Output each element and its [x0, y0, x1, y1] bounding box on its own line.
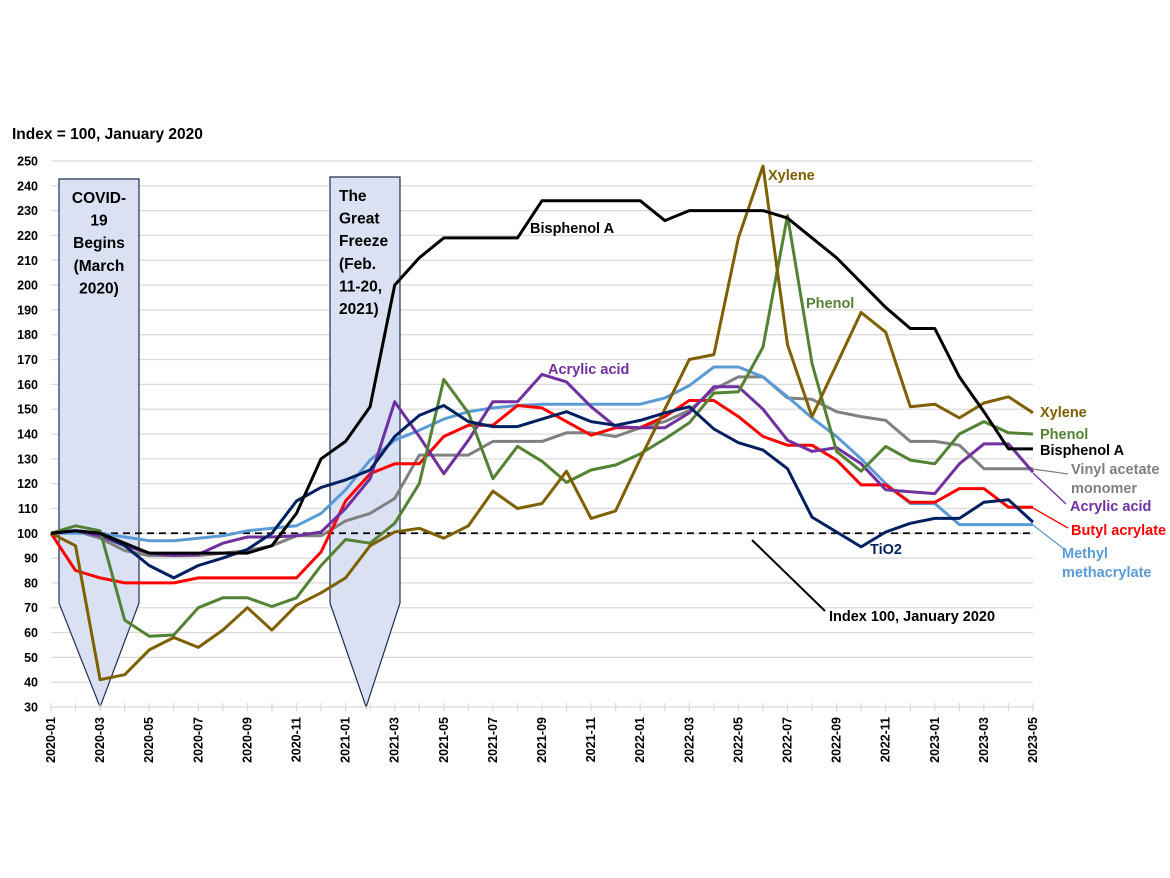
freeze-callout-text: 2021) [339, 301, 379, 318]
gridlines [51, 160, 1033, 683]
x-tick-label: 2022-03 [682, 717, 696, 763]
y-tick-label: 110 [18, 502, 38, 516]
series-line-phenol [50, 214, 1034, 638]
y-tick-label: 220 [17, 229, 38, 243]
end-label: Acrylic acid [1070, 499, 1151, 515]
y-tick-label: 180 [17, 328, 38, 342]
end-label: Vinyl acetate [1071, 462, 1159, 478]
x-tick-label: 2021-07 [486, 717, 500, 763]
x-axis: 2020-01 2020-03 2020-05 2020-07 2020-09 2020-… [44, 703, 1040, 763]
annotations: COVID- 19 Begins (March 2020) The Great Freeze (… [58, 176, 401, 709]
y-tick-label: 90 [24, 552, 38, 566]
covid-callout-text: COVID- [72, 190, 126, 207]
x-tick-label: 2021-09 [535, 717, 549, 763]
series-line-acrylic-acid [50, 372, 1035, 558]
y-tick-label: 40 [24, 676, 38, 690]
end-label: monomer [1071, 481, 1137, 497]
y-tick-label: 250 [17, 155, 38, 169]
y-tick-label: 130 [17, 452, 38, 466]
y-tick-label: 240 [17, 179, 38, 193]
end-label: Xylene [1040, 405, 1087, 421]
x-tick-label: 2021-05 [437, 717, 451, 763]
label-leader-line [1032, 524, 1065, 550]
series-labels: Bisphenol A Acrylic acid Xylene Phenol TiO2 X… [530, 168, 1166, 581]
x-tick-label: 2020-09 [240, 717, 254, 763]
y-axis: 30 40 50 60 70 80 90 100 110 120 130 140 150 160 170 18… [17, 155, 38, 715]
inline-label: Phenol [806, 296, 854, 312]
freeze-callout-text: (Feb. [339, 256, 376, 273]
x-tick-label: 2023-03 [977, 717, 991, 763]
x-tick-label: 2022-11 [879, 717, 893, 762]
inline-label: Bisphenol A [530, 221, 615, 237]
x-tick-label: 2022-09 [830, 717, 844, 763]
x-tick-label: 2021-11 [584, 717, 598, 762]
label-leader-line [1032, 468, 1069, 475]
y-tick-label: 230 [17, 204, 38, 218]
freeze-callout-text: Freeze [339, 233, 388, 250]
inline-label: Acrylic acid [548, 362, 629, 378]
y-tick-label: 200 [17, 279, 38, 293]
freeze-callout-text: 11-20, [339, 278, 382, 295]
y-tick-label: 60 [24, 626, 38, 640]
label-leader-line [1032, 472, 1067, 505]
series-line-bisphenol-a [50, 199, 1033, 555]
x-tick-label: 2020-05 [142, 717, 156, 763]
end-label: Methyl [1062, 546, 1108, 562]
inline-label: TiO2 [870, 542, 902, 558]
end-label: Bisphenol A [1040, 443, 1125, 459]
y-tick-label: 50 [24, 651, 38, 665]
x-tick-label: 2023-05 [1026, 717, 1040, 763]
freeze-callout-text: The [339, 188, 367, 205]
y-tick-label: 120 [17, 477, 38, 491]
x-tick-label: 2021-03 [388, 717, 402, 763]
y-tick-label: 210 [17, 254, 38, 268]
series-line-methyl-methacrylate [51, 365, 1033, 543]
x-tick-label: 2022-01 [633, 717, 647, 763]
inline-label: Xylene [768, 168, 815, 184]
reference-leader [751, 539, 826, 612]
y-tick-label: 30 [24, 701, 38, 715]
covid-callout-text: 2020) [79, 280, 119, 297]
label-leader-line [1032, 507, 1069, 529]
reference-label: Index 100, January 2020 [829, 609, 995, 625]
y-tick-label: 170 [17, 353, 38, 367]
x-tick-label: 2022-07 [781, 717, 795, 763]
covid-callout-text: Begins [73, 235, 125, 252]
series-line-butyl-acrylate [49, 399, 1033, 585]
end-label: methacrylate [1062, 565, 1151, 581]
series-line-tio2 [50, 404, 1035, 580]
series-lines [49, 164, 1035, 682]
covid-callout-text: 19 [90, 213, 108, 230]
y-tick-label: 80 [24, 576, 38, 590]
x-tick-label: 2022-05 [731, 717, 745, 763]
x-tick-label: 2020-07 [191, 717, 205, 763]
covid-callout-text: (March [74, 258, 125, 275]
chart-title: Index = 100, January 2020 [12, 126, 203, 143]
y-tick-label: 160 [17, 378, 38, 392]
y-tick-label: 190 [17, 303, 38, 317]
end-label: Phenol [1040, 427, 1088, 443]
reference-line: Index 100, January 2020 [51, 532, 1033, 625]
y-tick-label: 150 [17, 403, 38, 417]
x-tick-label: 2020-03 [93, 717, 107, 763]
x-tick-label: 2020-11 [290, 717, 304, 762]
y-tick-label: 140 [17, 428, 38, 442]
freeze-callout-text: Great [339, 211, 380, 228]
y-tick-label: 70 [24, 601, 38, 615]
y-tick-label: 100 [17, 527, 38, 541]
x-tick-label: 2021-01 [339, 717, 353, 763]
x-tick-label: 2020-01 [44, 717, 58, 763]
end-label: Butyl acrylate [1071, 523, 1166, 539]
series-line-xylene [50, 164, 1034, 682]
x-tick-label: 2023-01 [928, 717, 942, 763]
